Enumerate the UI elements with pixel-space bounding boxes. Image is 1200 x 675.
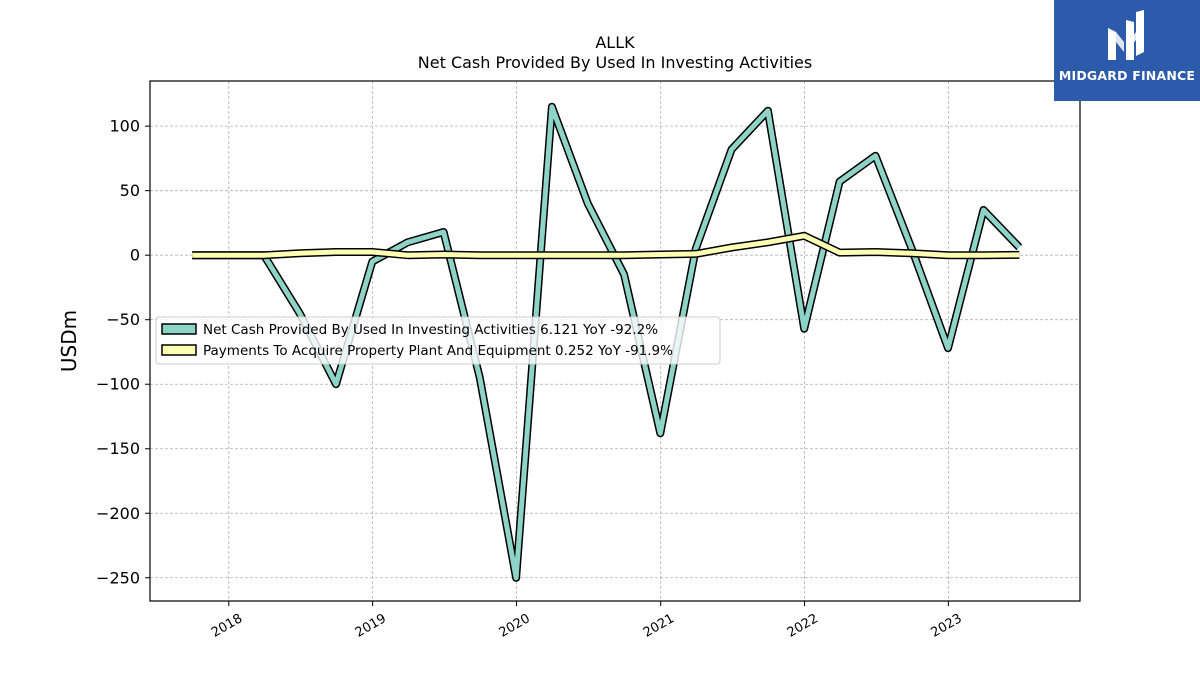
x-tick-label: 2021: [641, 611, 677, 641]
y-tick-label: −250: [96, 568, 140, 587]
x-tick-label: 2018: [209, 611, 245, 641]
x-tick-label: 2022: [785, 611, 821, 641]
y-tick-label: 0: [130, 246, 140, 265]
plot-frame: [149, 80, 1081, 602]
series-lines: [192, 102, 1023, 582]
y-tick-label: 50: [120, 181, 140, 200]
y-axis-label: USDm: [57, 310, 81, 372]
legend-label: Net Cash Provided By Used In Investing A…: [203, 322, 658, 338]
midgard-m-logo-icon: [1108, 10, 1144, 60]
x-axis: 2018 2019 2020 2021 2022 2023: [209, 601, 965, 641]
legend-swatch: [161, 323, 197, 335]
series-line-2: [192, 233, 1020, 258]
chart-title: ALLK: [595, 33, 635, 52]
y-tick-label: −200: [96, 504, 140, 523]
y-tick-label: −150: [96, 439, 140, 458]
x-tick-label: 2023: [929, 611, 965, 641]
y-tick-label: 100: [109, 117, 140, 136]
legend-box: [155, 316, 721, 365]
brand-logo: MIDGARD FINANCE: [1054, 0, 1200, 101]
y-axis: 100 50 0 −50 −100 −150 −200 −250: [96, 117, 150, 587]
x-tick-label: 2020: [497, 611, 533, 641]
y-tick-label: −50: [106, 310, 140, 329]
series-line-1: [192, 104, 1022, 581]
legend: Net Cash Provided By Used In Investing A…: [155, 316, 721, 365]
y-tick-label: −100: [96, 375, 140, 394]
chart-subtitle: Net Cash Provided By Used In Investing A…: [418, 53, 812, 72]
legend-label: Payments To Acquire Property Plant And E…: [203, 343, 673, 359]
x-tick-label: 2019: [353, 611, 389, 641]
legend-swatch: [161, 344, 197, 356]
brand-name: MIDGARD FINANCE: [1058, 68, 1196, 83]
